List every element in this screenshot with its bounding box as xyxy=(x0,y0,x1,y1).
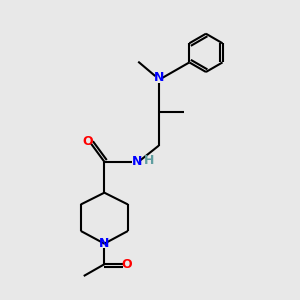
Text: N: N xyxy=(132,155,142,168)
Text: N: N xyxy=(99,237,110,250)
Text: H: H xyxy=(144,154,154,167)
Text: O: O xyxy=(83,135,94,148)
Text: O: O xyxy=(121,258,132,271)
Text: N: N xyxy=(154,71,164,84)
